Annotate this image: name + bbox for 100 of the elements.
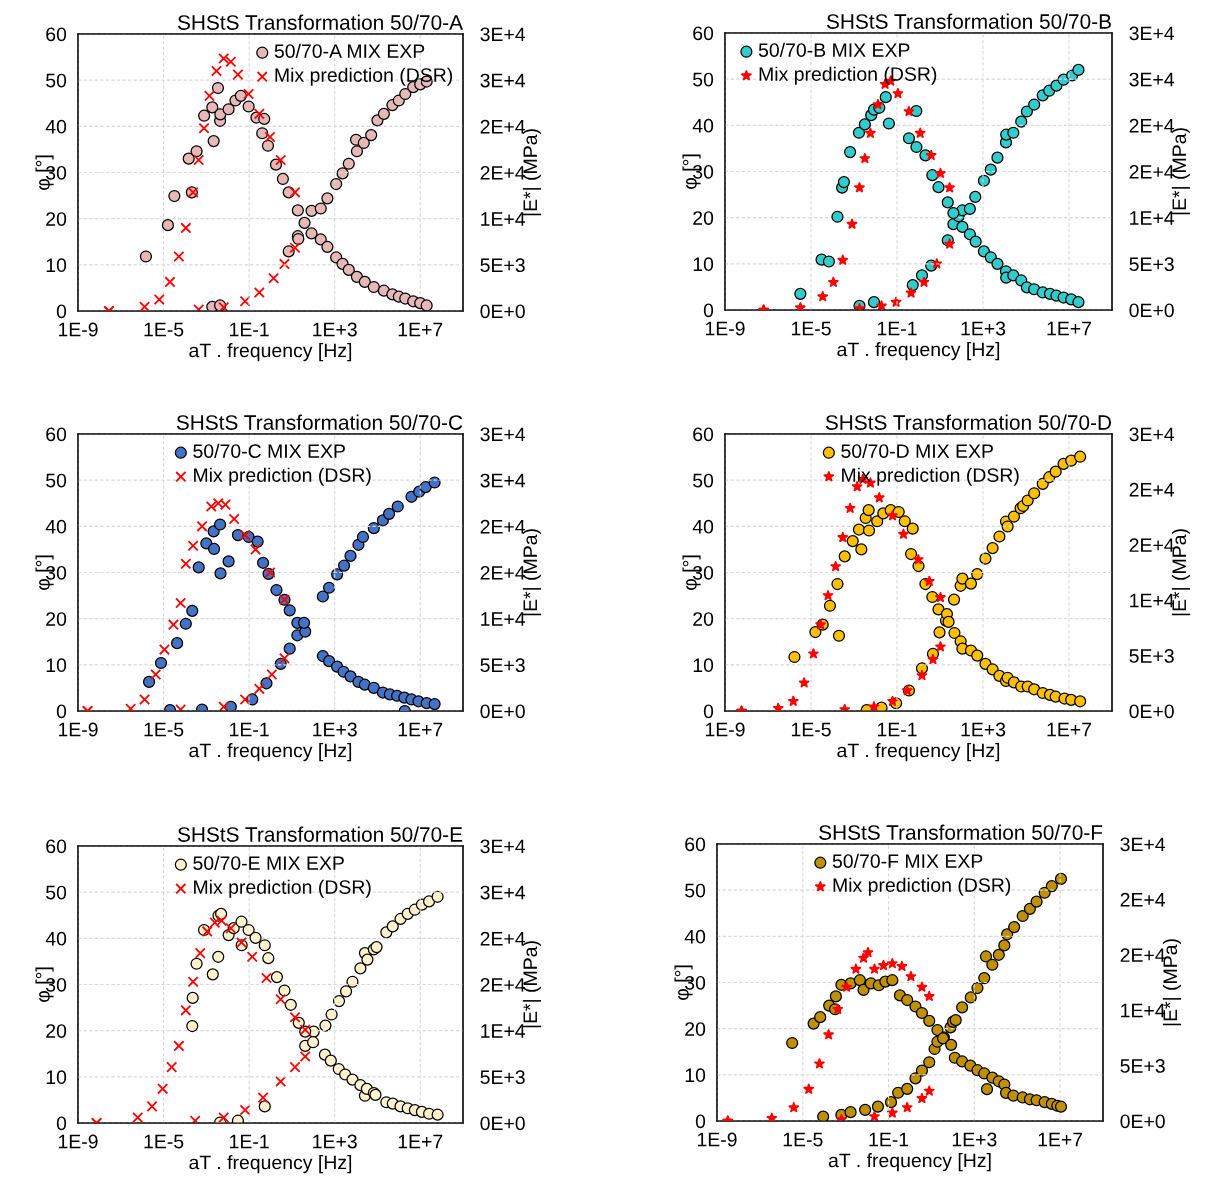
x-axis-title: aT . frequency [Hz]	[189, 343, 352, 362]
y2-tick-label: 3E+4	[480, 73, 526, 88]
y2-tick-label: 0E+0	[480, 704, 525, 719]
x-tick-label: 1E+3	[961, 321, 1006, 336]
y2-tick-label: 3E+4	[480, 27, 526, 42]
y-tick-label: 50	[693, 72, 714, 87]
y2-tick-label: 0E+0	[480, 1116, 525, 1131]
x-tick-label: 1E+3	[313, 722, 357, 737]
x-tick-label: 1E-9	[705, 321, 745, 336]
x-tick-label: 1E+3	[961, 722, 1006, 737]
y-tick-label: 0	[695, 1114, 706, 1129]
chart-title: SHStS Transformation 50/70-B	[826, 13, 1111, 29]
legend-label: 50/70-A MIX EXP	[274, 43, 425, 58]
y-tick-label: 20	[46, 212, 67, 226]
y-tick-label: 20	[46, 1024, 67, 1038]
legend-label: Mix prediction (DSR)	[194, 879, 371, 898]
y-tick-label: 10	[685, 1068, 706, 1083]
y-tick-label: 50	[685, 883, 706, 898]
y-tick-label: 0	[703, 303, 714, 318]
chart-title: SHStS Transformation 50/70-C	[176, 414, 463, 430]
legend-label: Mix prediction (DSR)	[842, 467, 1019, 486]
y2-tick-label: 0E+0	[1120, 1114, 1165, 1129]
y2-tick-label: 0E+0	[1129, 303, 1174, 318]
y2-tick-label: 2E+4	[1129, 482, 1175, 497]
y-tick-label: 10	[693, 257, 714, 272]
y-tick-label: 40	[45, 519, 67, 534]
legend-label: Mix prediction (DSR)	[194, 467, 371, 486]
x-tick-label: 1E+7	[398, 722, 443, 737]
y2-tick-label: 3E+4	[480, 839, 526, 854]
x-tick-label: 1E+3	[313, 322, 357, 337]
x-tick-label: 1E-5	[783, 1132, 823, 1147]
x-tick-label: 1E-9	[58, 322, 98, 337]
y-tick-label: 10	[693, 658, 714, 673]
x-axis-title: aT . frequency [Hz]	[189, 743, 352, 762]
chart-title: SHStS Transformation 50/70-A	[177, 14, 463, 30]
x-axis-title: aT . frequency [Hz]	[828, 1153, 991, 1172]
chart-title: SHStS Transformation 50/70-D	[825, 414, 1112, 430]
y2-tick-label: 5E+3	[480, 658, 525, 673]
y-tick-label: 60	[693, 427, 714, 442]
y-tick-label: 10	[46, 1070, 67, 1085]
x-tick-label: 1E-5	[144, 322, 184, 337]
x-tick-label: 1E-9	[58, 1134, 98, 1149]
legend-label: Mix prediction (DSR)	[833, 877, 1011, 896]
x-tick-label: 1E-5	[144, 1134, 184, 1149]
y2-tick-label: 5E+3	[480, 1070, 525, 1085]
y2-tick-label: 1E+4	[1130, 211, 1175, 225]
x-tick-label: 1E-9	[705, 722, 745, 737]
y2-tick-label: 1E+4	[481, 1024, 526, 1038]
y-tick-label: 40	[684, 929, 706, 944]
y-tick-label: 20	[685, 1022, 706, 1036]
y-tick-label: 50	[46, 73, 67, 88]
x-axis-title: aT . frequency [Hz]	[189, 1155, 352, 1174]
y-tick-label: 10	[46, 258, 67, 273]
y-tick-label: 50	[46, 473, 67, 488]
y2-tick-label: 5E+3	[1129, 649, 1174, 663]
x-tick-label: 1E-1	[877, 321, 917, 336]
y-tick-label: 20	[693, 211, 714, 225]
y2-tick-label: 3E+4	[1129, 72, 1175, 87]
legend-label: 50/70-F MIX EXP	[832, 853, 983, 868]
legend-label: 50/70-D MIX EXP	[841, 443, 993, 458]
x-tick-label: 1E-1	[877, 722, 917, 737]
y2-tick-label: 3E+4	[1129, 26, 1175, 41]
x-tick-label: 1E-5	[144, 722, 184, 737]
y2-tick-label: 5E+3	[1129, 257, 1174, 272]
x-tick-label: 1E+3	[313, 1134, 357, 1149]
x-axis-title: aT . frequency [Hz]	[837, 342, 1000, 361]
y-tick-label: 50	[693, 473, 714, 488]
y-tick-label: 0	[56, 704, 67, 719]
y-tick-label: 20	[693, 612, 714, 626]
legend-label: Mix prediction (DSR)	[275, 67, 453, 86]
y2-tick-label: 1E+4	[481, 212, 526, 226]
y-tick-label: 60	[693, 26, 714, 41]
y-tick-label: 0	[56, 304, 67, 319]
y2-tick-label: 3E+4	[480, 885, 526, 900]
y-tick-label: 0	[56, 1116, 67, 1131]
x-tick-label: 1E+7	[1038, 1132, 1083, 1147]
y2-tick-label: 2E+4	[1120, 892, 1166, 907]
y-tick-label: 20	[46, 612, 67, 626]
y-tick-label: 10	[46, 658, 67, 673]
y-tick-label: 60	[685, 837, 706, 852]
y2-tick-label: 0E+0	[480, 304, 525, 319]
x-tick-label: 1E-5	[791, 321, 831, 336]
y2-tick-label: 3E+4	[1129, 427, 1175, 442]
y-tick-label: 40	[692, 118, 714, 133]
legend-label: 50/70-B MIX EXP	[758, 42, 910, 57]
y-tick-label: 40	[45, 931, 67, 946]
x-tick-label: 1E+3	[952, 1132, 997, 1147]
y-tick-label: 40	[45, 119, 67, 134]
y2-tick-label: 3E+4	[480, 427, 526, 442]
y-tick-label: 0	[703, 704, 714, 719]
y2-tick-label: 1E+4	[481, 612, 526, 626]
x-tick-label: 1E-5	[791, 722, 831, 737]
x-tick-label: 1E+7	[398, 322, 443, 337]
legend-label: 50/70-E MIX EXP	[193, 855, 344, 870]
y2-tick-label: 0E+0	[1129, 704, 1174, 719]
y-tick-label: 60	[46, 839, 67, 854]
y-tick-label: 60	[46, 427, 67, 442]
y-tick-label: 40	[692, 519, 714, 534]
x-tick-label: 1E-1	[869, 1132, 909, 1147]
x-tick-label: 1E-1	[230, 722, 269, 737]
